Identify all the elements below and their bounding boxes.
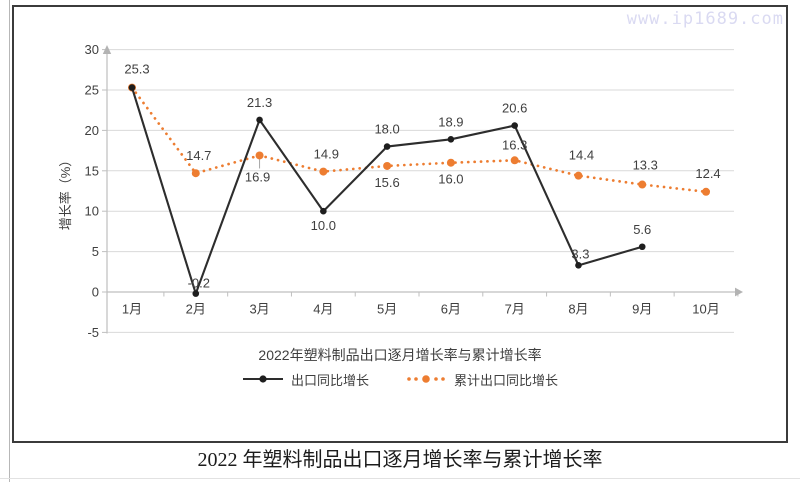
svg-text:15.6: 15.6 (374, 175, 399, 190)
watermark-text: www.ip1689.com (626, 9, 784, 29)
y-axis-title: 增长率（%） (58, 154, 73, 231)
svg-text:-5: -5 (87, 325, 99, 340)
svg-text:25: 25 (85, 83, 99, 98)
svg-text:5: 5 (92, 244, 99, 259)
x-axis-arrow-icon (735, 287, 743, 297)
figure-caption: 2022 年塑料制品出口逐月增长率与累计增长率 (197, 449, 603, 471)
svg-text:5.6: 5.6 (633, 222, 651, 237)
svg-text:3.3: 3.3 (571, 246, 589, 261)
svg-text:18.0: 18.0 (374, 122, 399, 137)
svg-text:9月: 9月 (632, 302, 652, 317)
svg-text:0: 0 (92, 285, 99, 300)
svg-text:2月: 2月 (186, 302, 206, 317)
data-labels: 25.3 -0.2 21.3 10.0 18.0 18.9 20.6 3.3 5.6 14.7 16… (124, 62, 720, 291)
svg-text:16.9: 16.9 (245, 169, 270, 184)
svg-text:15: 15 (85, 163, 99, 178)
svg-text:14.7: 14.7 (186, 148, 211, 163)
svg-text:20.6: 20.6 (502, 101, 527, 116)
svg-text:1月: 1月 (122, 302, 142, 317)
legend-solid-line-icon (242, 375, 283, 383)
svg-text:14.9: 14.9 (314, 147, 339, 162)
axes (102, 45, 743, 334)
svg-text:6月: 6月 (441, 302, 461, 317)
svg-text:3月: 3月 (249, 302, 269, 317)
svg-text:7月: 7月 (505, 302, 525, 317)
chart-subtitle: 2022年塑料制品出口逐月增长率与累计增长率 (258, 347, 542, 363)
y-axis-title-group: 增长率（%） (58, 154, 73, 231)
y-tick-labels: 30 25 20 15 10 5 0 -5 (85, 42, 99, 340)
svg-text:25.3: 25.3 (124, 62, 149, 77)
svg-text:10.0: 10.0 (311, 218, 336, 233)
legend-label-cumulative-growth: 累计出口同比增长 (454, 372, 559, 388)
chart-frame (12, 5, 788, 443)
svg-text:12.4: 12.4 (695, 166, 720, 181)
svg-text:4月: 4月 (313, 302, 333, 317)
chart-legend: 出口同比增长 累计出口同比增长 (12, 369, 788, 389)
series-cumulative-line (128, 83, 711, 196)
legend-label-export-growth: 出口同比增长 (290, 372, 369, 388)
series-export-line (128, 84, 646, 297)
legend-item-cumulative-growth: 累计出口同比增长 (405, 370, 558, 389)
svg-text:10月: 10月 (692, 302, 719, 317)
svg-text:16.0: 16.0 (438, 172, 463, 187)
svg-text:14.4: 14.4 (569, 148, 594, 163)
svg-text:-0.2: -0.2 (188, 276, 210, 291)
svg-text:10: 10 (85, 204, 99, 219)
y-axis-arrow-icon (102, 45, 112, 54)
legend-item-export-growth: 出口同比增长 (242, 370, 369, 389)
x-tick-labels: 1月 2月 3月 4月 5月 6月 7月 8月 9月 10月 (122, 302, 720, 317)
svg-text:30: 30 (85, 42, 99, 57)
page-edge-left (9, 0, 10, 482)
svg-text:8月: 8月 (568, 302, 588, 317)
svg-text:21.3: 21.3 (247, 95, 272, 110)
svg-text:16.3: 16.3 (502, 137, 527, 152)
svg-text:13.3: 13.3 (633, 158, 658, 173)
svg-text:20: 20 (85, 123, 99, 138)
legend-dotted-line-icon (407, 375, 445, 383)
svg-text:5月: 5月 (377, 302, 397, 317)
page-edge-bottom (0, 478, 800, 479)
svg-text:18.9: 18.9 (438, 114, 463, 129)
